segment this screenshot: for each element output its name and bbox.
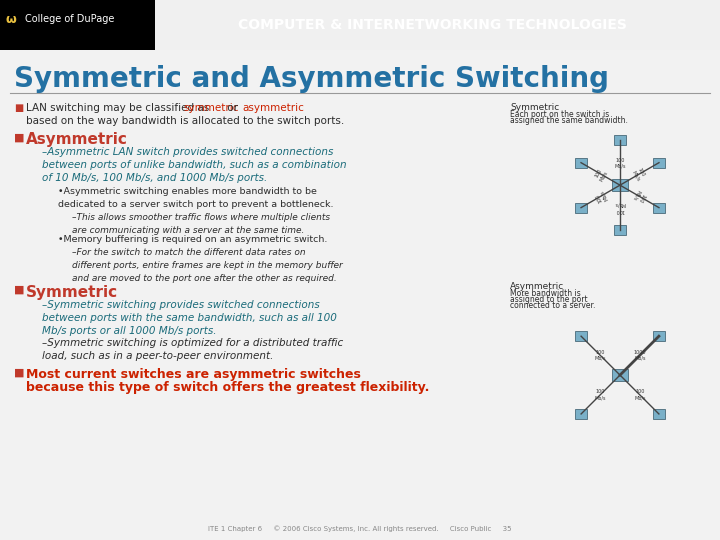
Text: Mb/s ports or all 1000 Mb/s ports.: Mb/s ports or all 1000 Mb/s ports. [42,326,217,336]
Text: ■: ■ [14,368,24,378]
Bar [614,225,626,235]
Text: ■: ■ [14,103,23,113]
Text: –Symmetric switching provides switched connections: –Symmetric switching provides switched c… [42,300,320,310]
Text: asymmetric: asymmetric [242,103,304,113]
Bar [653,409,665,419]
Text: LAN switching may be classified as: LAN switching may be classified as [26,103,212,113]
Text: between ports with the same bandwidth, such as all 100: between ports with the same bandwidth, s… [42,313,337,323]
Text: assigned the same bandwidth.: assigned the same bandwidth. [510,116,628,125]
Text: College of DuPage: College of DuPage [25,14,114,24]
Text: symmetric: symmetric [184,103,239,113]
Text: Symmetric: Symmetric [510,103,559,112]
Bar [575,331,587,341]
Text: More bandwidth is: More bandwidth is [510,289,581,298]
Text: dedicated to a server switch port to prevent a bottleneck.: dedicated to a server switch port to pre… [58,200,333,209]
Text: ω: ω [6,12,17,25]
Text: –For the switch to match the different data rates on: –For the switch to match the different d… [72,248,305,257]
Text: connected to a server.: connected to a server. [510,301,595,310]
Text: Asymmetric: Asymmetric [26,132,128,147]
Text: load, such as in a peer-to-peer environment.: load, such as in a peer-to-peer environm… [42,351,274,361]
Bar [0,0,155,50]
Text: and are moved to the port one after the other as required.: and are moved to the port one after the … [72,274,337,283]
Text: Asymmetric: Asymmetric [510,282,564,291]
Bar [575,409,587,419]
Bar [653,331,665,341]
Text: because this type of switch offers the greatest flexibility.: because this type of switch offers the g… [26,381,429,394]
Text: Each port on the switch is: Each port on the switch is [510,110,609,119]
Text: 100
Mb/s: 100 Mb/s [595,389,606,400]
Text: 100
Mb/s: 100 Mb/s [614,158,626,168]
Text: 100
Mb/s: 100 Mb/s [595,350,606,361]
Text: 100
Mb/s: 100 Mb/s [614,202,626,213]
Bar [575,202,587,213]
Text: 100
Mb/s: 100 Mb/s [631,166,647,182]
Text: Symmetric: Symmetric [26,285,118,300]
Bar [612,179,628,191]
Text: 100
Mb/s: 100 Mb/s [593,166,608,182]
Bar [612,369,628,381]
Bar [614,135,626,145]
Bar [575,158,587,167]
Text: Symmetric and Asymmetric Switching: Symmetric and Asymmetric Switching [14,65,609,93]
Text: ■: ■ [14,285,24,295]
Text: based on the way bandwidth is allocated to the switch ports.: based on the way bandwidth is allocated … [26,116,344,126]
Text: –Asymmetric LAN switch provides switched connections: –Asymmetric LAN switch provides switched… [42,147,333,157]
Text: between ports of unlike bandwidth, such as a combination: between ports of unlike bandwidth, such … [42,160,346,170]
Text: are communicating with a server at the same time.: are communicating with a server at the s… [72,226,305,235]
Text: 100
Mb/s: 100 Mb/s [593,188,608,204]
Text: of 10 Mb/s, 100 Mb/s, and 1000 Mb/s ports.: of 10 Mb/s, 100 Mb/s, and 1000 Mb/s port… [42,173,267,183]
Text: •Memory buffering is required on an asymmetric switch.: •Memory buffering is required on an asym… [58,235,328,244]
Text: ■: ■ [14,132,24,142]
Bar [653,158,665,167]
Text: different ports, entire frames are kept in the memory buffer: different ports, entire frames are kept … [72,261,343,270]
Text: •Asymmetric switching enables more bandwidth to be: •Asymmetric switching enables more bandw… [58,187,317,196]
Bar [653,202,665,213]
Text: 1000
Mb/s: 1000 Mb/s [634,350,646,361]
Text: Most current switches are asymmetric switches: Most current switches are asymmetric swi… [26,368,361,381]
Text: COMPUTER & INTERNETWORKING TECHNOLOGIES: COMPUTER & INTERNETWORKING TECHNOLOGIES [238,18,626,32]
Text: or: or [224,103,241,113]
Text: ITE 1 Chapter 6     © 2006 Cisco Systems, Inc. All rights reserved.     Cisco Pu: ITE 1 Chapter 6 © 2006 Cisco Systems, In… [208,525,512,532]
Text: assigned to the port: assigned to the port [510,295,588,304]
Text: –This allows smoother traffic flows where multiple clients: –This allows smoother traffic flows wher… [72,213,330,222]
Text: 100
Mb/s: 100 Mb/s [631,188,647,204]
Text: 100
Mb/s: 100 Mb/s [634,389,646,400]
Text: –Symmetric switching is optimized for a distributed traffic: –Symmetric switching is optimized for a … [42,338,343,348]
